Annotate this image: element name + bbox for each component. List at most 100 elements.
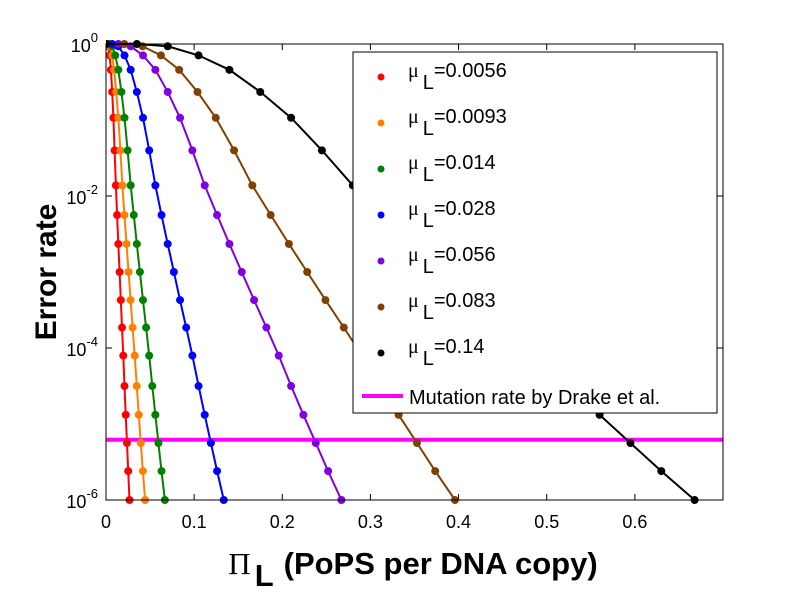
legend-value: =0.028 (434, 198, 496, 220)
legend-marker (377, 303, 385, 311)
y-tick-base: 10 (66, 188, 86, 208)
data-point (138, 467, 147, 476)
data-point (120, 382, 129, 391)
legend-value: =0.0093 (434, 106, 507, 128)
data-point (120, 211, 129, 220)
x-tick-label: 0.4 (446, 512, 471, 532)
y-tick-label: 100 (71, 30, 98, 56)
legend-symbol: μ (408, 106, 419, 128)
legend-label: μL=0.083 (408, 290, 496, 324)
data-point (118, 181, 127, 190)
data-point (626, 439, 635, 448)
x-axis-label-subscript: L (255, 558, 274, 593)
data-point (200, 181, 209, 190)
legend-marker (377, 73, 385, 81)
data-point (339, 323, 348, 332)
data-point (132, 87, 141, 96)
legend-marker (377, 119, 385, 127)
data-point (132, 382, 141, 391)
data-point (250, 296, 259, 305)
y-tick-base: 10 (66, 492, 86, 512)
y-axis-label: Error rate (30, 204, 63, 341)
y-tick-exponent: 0 (91, 30, 98, 45)
x-axis-label: Π L (PoPS per DNA copy) (228, 546, 597, 593)
data-point (225, 239, 234, 248)
data-point (274, 351, 283, 360)
legend-label: μL=0.028 (408, 198, 496, 232)
data-point (132, 239, 141, 248)
data-point (130, 351, 139, 360)
data-point (321, 296, 330, 305)
data-point (126, 296, 135, 305)
data-point (299, 410, 308, 419)
data-point (175, 65, 184, 74)
x-axis-label-symbol: Π (228, 546, 250, 581)
legend-label: μL=0.056 (408, 244, 496, 278)
data-point (431, 467, 440, 476)
data-point (163, 87, 172, 96)
data-point (317, 146, 326, 155)
y-tick-label: 10-4 (66, 334, 98, 360)
data-point (145, 351, 154, 360)
data-point (311, 439, 320, 448)
data-point (123, 146, 132, 155)
y-tick-label: 10-6 (66, 486, 98, 512)
data-point (284, 239, 293, 248)
data-point (176, 296, 185, 305)
data-point (412, 439, 421, 448)
axes-box (105, 43, 724, 501)
y-tick-base: 10 (71, 36, 91, 56)
data-point (248, 181, 257, 190)
data-point (118, 323, 127, 332)
data-point (194, 51, 203, 60)
x-tick-label: 0.6 (622, 512, 647, 532)
legend-marker (377, 349, 385, 357)
data-point (122, 239, 131, 248)
data-point (151, 181, 160, 190)
data-point (111, 181, 120, 190)
x-tick-label: 0.1 (182, 512, 207, 532)
data-point (126, 181, 135, 190)
legend-subscript: L (423, 164, 434, 186)
legend-label: μL=0.0056 (408, 60, 507, 94)
data-point (142, 323, 151, 332)
data-point (193, 87, 202, 96)
data-point (139, 296, 148, 305)
data-point (110, 146, 119, 155)
data-point (116, 296, 125, 305)
data-point (266, 211, 275, 220)
x-axis-label-text: (PoPS per DNA copy) (284, 546, 598, 581)
legend-marker (377, 211, 385, 219)
legend: μL=0.0056μL=0.0093μL=0.014μL=0.028μL=0.0… (352, 51, 718, 414)
data-point (154, 439, 163, 448)
data-point (163, 42, 172, 51)
x-tick-label: 0.2 (270, 512, 295, 532)
data-point (145, 146, 154, 155)
legend-symbol: μ (408, 152, 419, 174)
data-point (148, 382, 157, 391)
legend-subscript: L (423, 72, 434, 94)
data-point (115, 268, 124, 276)
legend-label: μL=0.0093 (408, 106, 507, 140)
legend-box (352, 51, 718, 414)
data-point (230, 146, 239, 155)
data-point (156, 51, 165, 60)
legend-label: μL=0.14 (408, 336, 484, 370)
data-point (176, 113, 185, 122)
data-point (324, 467, 333, 476)
legend-subscript: L (423, 118, 434, 140)
data-point (657, 467, 666, 476)
x-tick-label: 0.5 (534, 512, 559, 532)
data-point (188, 351, 197, 360)
y-tick-exponent: -2 (86, 182, 98, 197)
legend-symbol: μ (408, 336, 419, 358)
data-point (139, 113, 148, 122)
legend-subscript: L (423, 302, 434, 324)
legend-marker (377, 165, 385, 173)
data-point (213, 467, 222, 476)
data-point (114, 113, 123, 122)
data-point (134, 410, 143, 419)
data-point (151, 65, 160, 74)
data-point (116, 146, 125, 155)
legend-symbol: μ (408, 290, 419, 312)
